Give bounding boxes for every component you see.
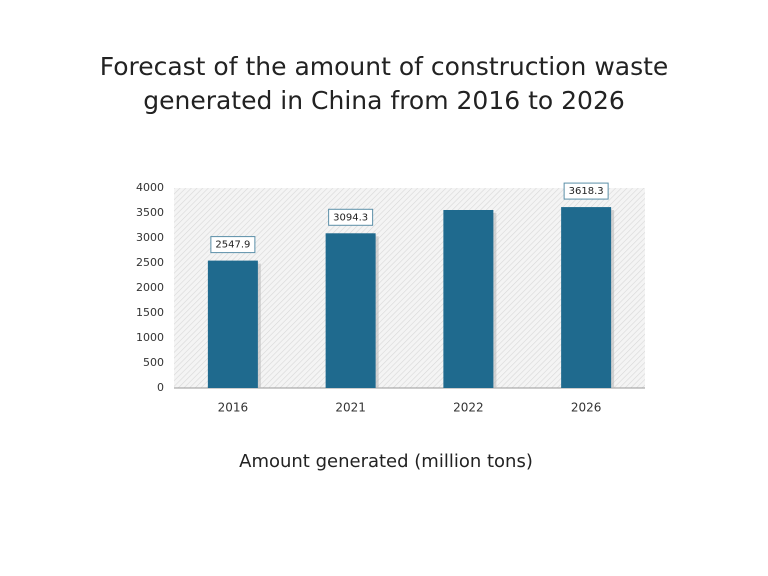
value-label: 3094.3	[333, 212, 368, 223]
bar	[561, 207, 612, 388]
x-tick-label: 2016	[218, 401, 249, 415]
bar	[325, 233, 376, 388]
value-label-box	[328, 208, 374, 226]
x-tick-label: 2021	[335, 401, 366, 415]
y-tick-label: 3500	[136, 206, 164, 219]
value-label-box	[210, 236, 256, 254]
x-tick-label: 2026	[571, 401, 602, 415]
bar	[207, 260, 258, 388]
y-tick-label: 4000	[136, 181, 164, 194]
value-label: 2547.9	[215, 240, 250, 251]
y-tick-label: 500	[143, 356, 164, 369]
y-tick-label: 1500	[136, 306, 164, 319]
y-tick-label: 3000	[136, 231, 164, 244]
value-label: 3618.3	[569, 186, 604, 197]
y-tick-label: 1000	[136, 331, 164, 344]
x-tick-label: 2022	[453, 401, 484, 415]
y-tick-label: 0	[157, 381, 164, 394]
y-tick-label: 2500	[136, 256, 164, 269]
x-axis-label: Amount generated (million tons)	[239, 451, 533, 472]
bar	[443, 210, 494, 388]
y-tick-label: 2000	[136, 281, 164, 294]
chart-title: Forecast of the amount of construction w…	[99, 52, 669, 115]
value-label-box	[563, 182, 609, 200]
